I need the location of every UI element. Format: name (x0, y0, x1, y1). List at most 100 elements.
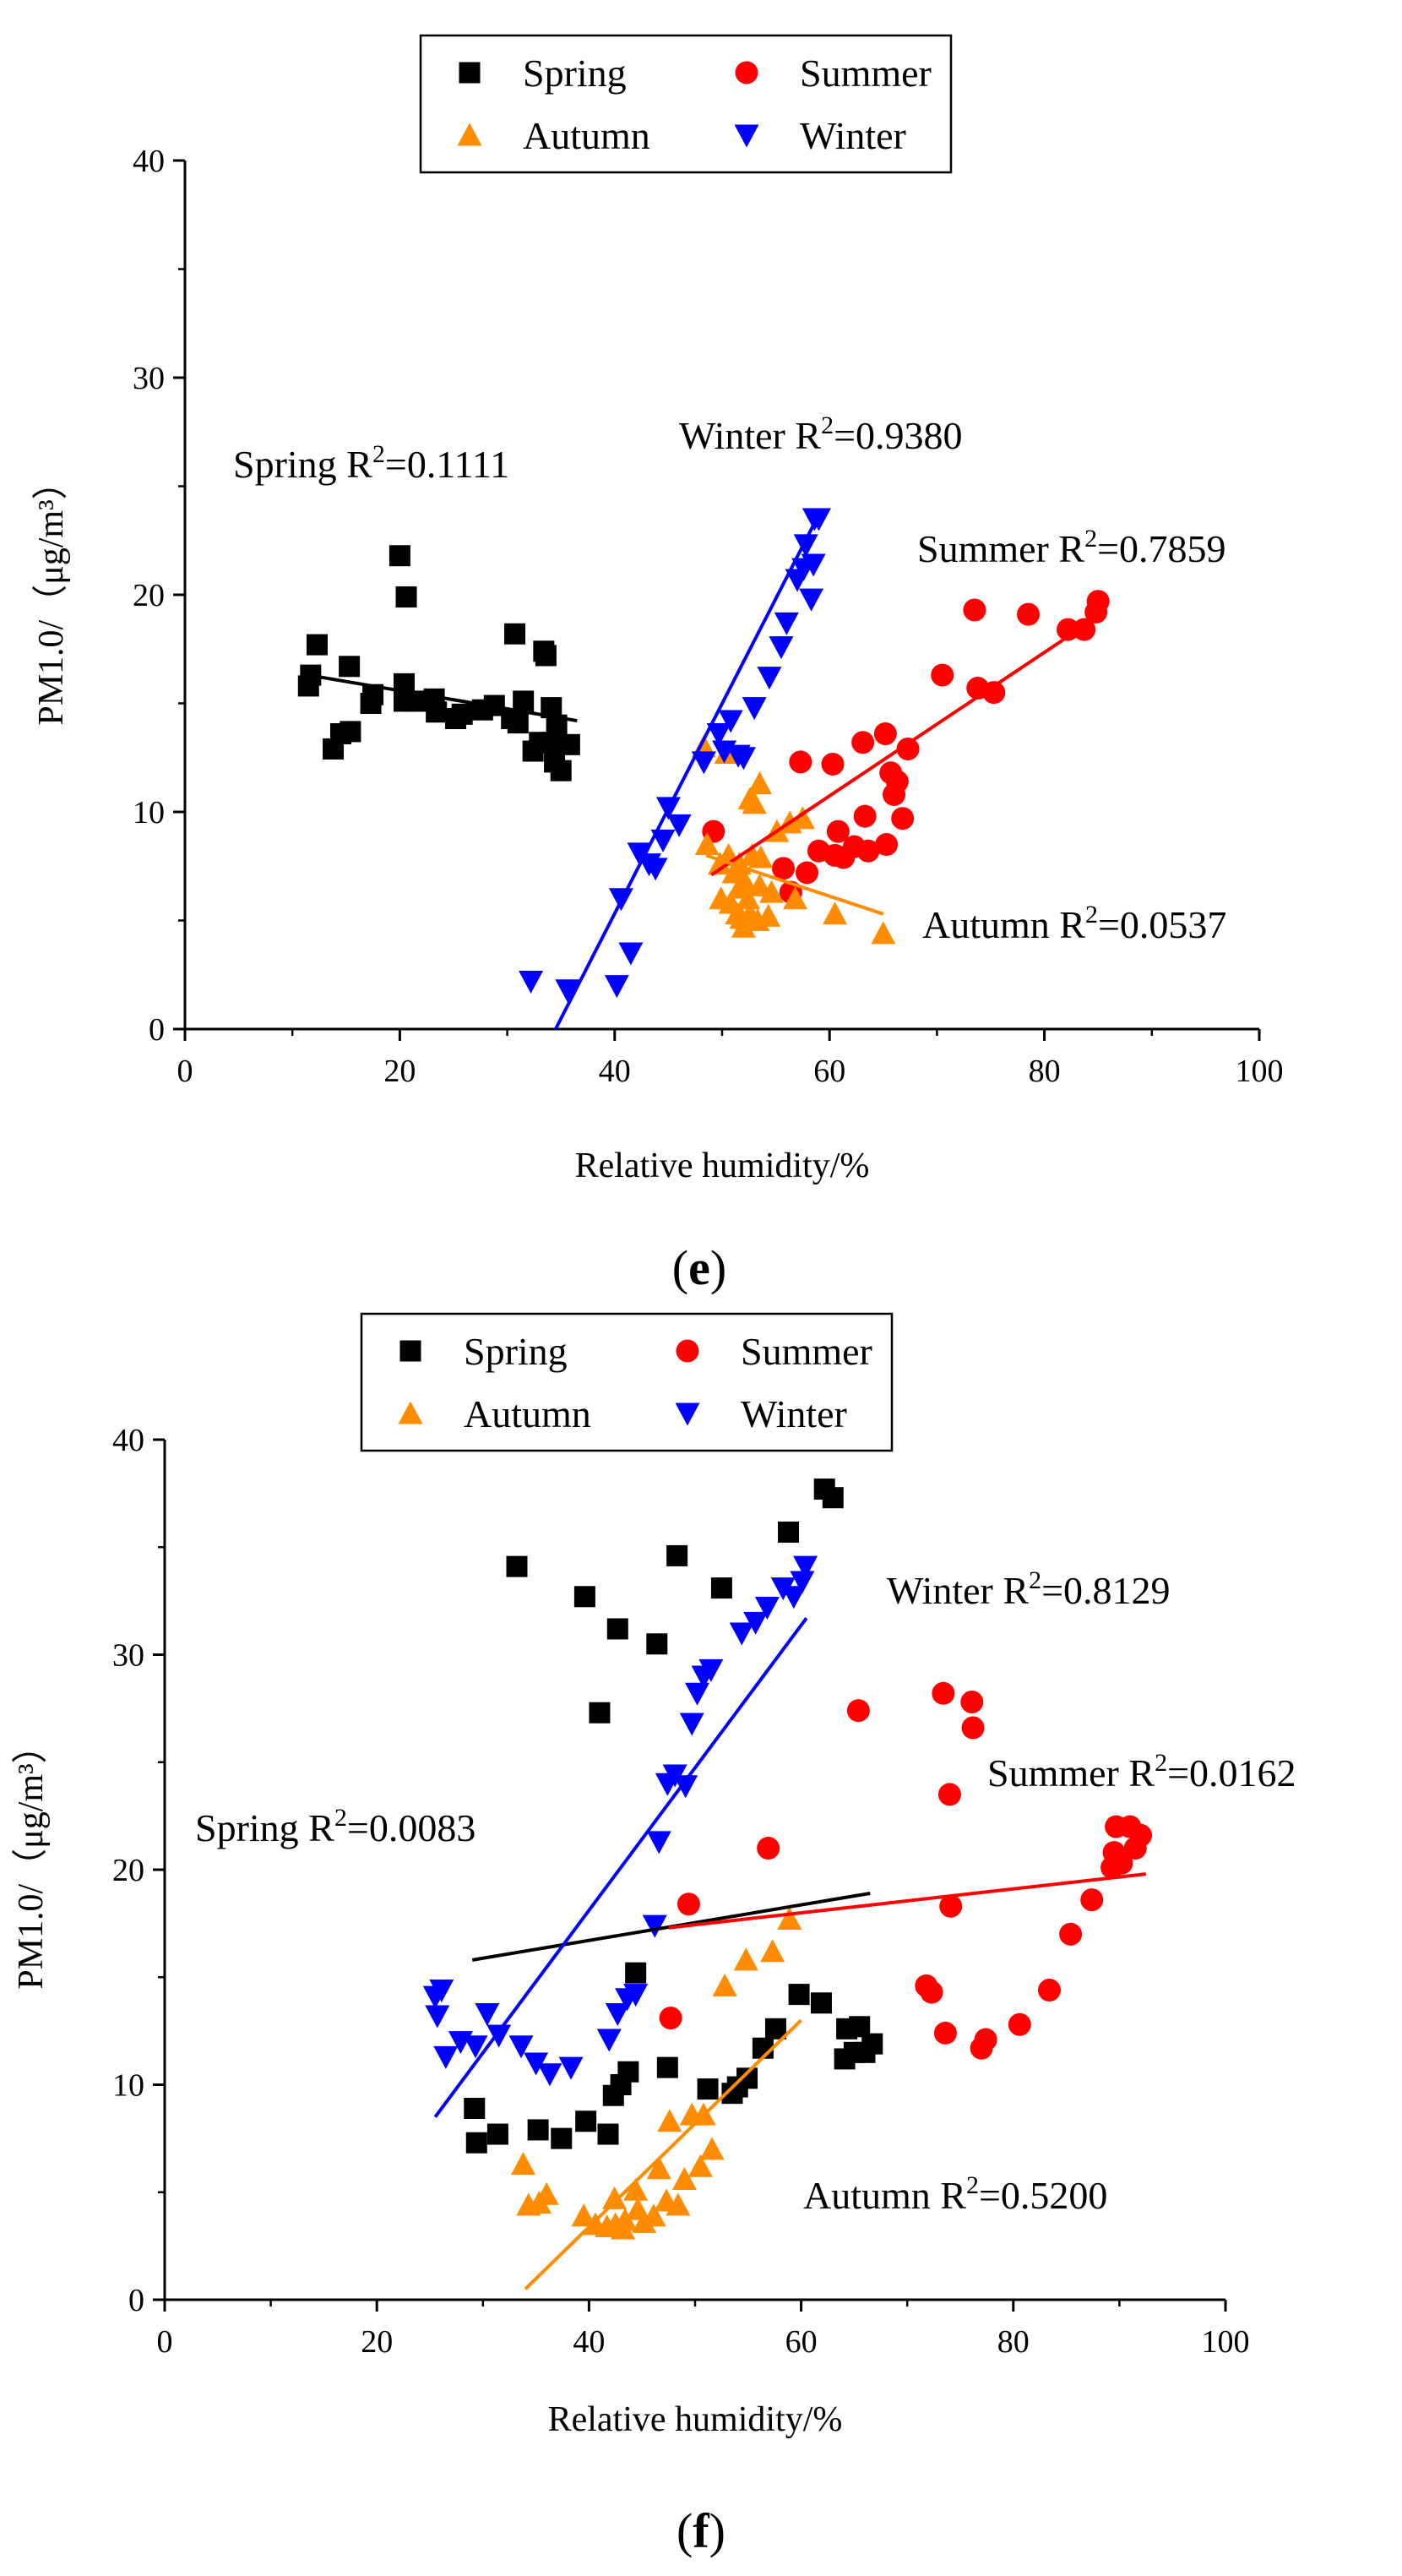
data-point-winter (650, 829, 676, 852)
data-point-summer (896, 737, 920, 760)
data-point-winter (781, 1586, 807, 1609)
data-point-summer (757, 1837, 780, 1860)
data-point-spring (527, 2119, 549, 2141)
data-point-winter (757, 667, 782, 690)
data-point-spring (550, 760, 572, 782)
data-point-spring (822, 1487, 844, 1509)
data-point-autumn (871, 921, 896, 945)
series-summer (659, 1681, 1153, 2060)
data-point-summer (1129, 1823, 1153, 1847)
legend-marker-winter (734, 124, 759, 148)
data-point-spring (451, 703, 473, 725)
data-point-autumn (760, 1939, 785, 1963)
data-point-autumn (534, 2181, 559, 2205)
data-point-winter (742, 697, 767, 721)
data-point-spring (507, 712, 529, 734)
y-tick-label: 40 (112, 1423, 144, 1458)
data-point-summer (853, 804, 877, 828)
legend-marker-winter (675, 1402, 700, 1426)
legend-label-winter: Winter (741, 1392, 847, 1435)
y-tick-label: 10 (112, 2068, 144, 2104)
data-point-autumn (736, 886, 761, 910)
x-tick-label: 0 (177, 1054, 193, 1089)
data-point-summer (891, 807, 915, 831)
r2-annotation-winter: Winter R2=0.9380 (679, 411, 963, 457)
data-point-summer (795, 861, 818, 885)
r2-annotation-spring: Spring R2=0.0083 (195, 1804, 475, 1849)
x-tick-label: 0 (157, 2324, 173, 2360)
data-point-autumn (699, 2137, 725, 2160)
data-point-winter (769, 636, 794, 660)
data-point-summer (974, 2028, 997, 2051)
data-point-autumn (623, 2177, 649, 2201)
y-tick-label: 30 (133, 361, 165, 396)
data-point-winter (679, 1713, 704, 1736)
data-point-summer (873, 722, 897, 745)
r2-annotation-spring: Spring R2=0.1111 (233, 440, 509, 486)
data-point-autumn (731, 914, 756, 938)
fit-line-spring (307, 673, 578, 723)
data-point-autumn (687, 2154, 713, 2177)
data-point-autumn (602, 2186, 628, 2209)
data-point-winter (673, 1775, 698, 1799)
data-point-summer (1008, 2012, 1031, 2036)
data-point-winter (623, 1984, 649, 2007)
data-point-winter (558, 2056, 584, 2080)
series-spring (464, 1479, 883, 2154)
x-tick-label: 40 (573, 2324, 605, 2360)
data-point-summer (856, 839, 880, 863)
data-point-autumn (666, 2192, 691, 2216)
data-point-autumn (748, 845, 774, 869)
data-point-winter (618, 942, 644, 966)
data-point-winter (463, 2035, 488, 2059)
chart-panel-f: 0 20 40 60 80 100 0 10 20 30 40 Relative humidity/%… (12, 1312, 1296, 2558)
x-tick-label: 80 (1029, 1054, 1061, 1089)
data-point-summer (931, 663, 954, 687)
data-point-autumn (790, 806, 815, 830)
x-tick-label: 100 (1202, 2324, 1250, 2360)
fit-line-autumn (524, 2018, 802, 2290)
data-point-spring (465, 2132, 487, 2154)
x-axis-label: Relative humidity/% (575, 1146, 870, 1185)
y-tick-label: 30 (112, 1638, 144, 1674)
data-point-summer (1059, 1922, 1083, 1946)
data-point-spring (535, 645, 557, 667)
x-axis-label: Relative humidity/% (548, 2400, 843, 2439)
legend-marker-autumn (457, 123, 482, 146)
data-point-summer (982, 681, 1006, 705)
data-point-spring (710, 1577, 732, 1599)
data-point-summer (875, 833, 899, 857)
y-tick-label: 40 (133, 144, 165, 179)
data-point-winter (425, 2005, 450, 2029)
data-point-spring (666, 1544, 688, 1566)
data-point-winter (743, 1611, 769, 1635)
data-point-winter (604, 975, 629, 999)
data-point-winter (706, 722, 731, 746)
axes: 0 20 40 60 80 100 0 10 20 30 40 (112, 1423, 1250, 2360)
legend-box (360, 1312, 894, 1452)
data-point-autumn (733, 1947, 758, 1971)
data-point-winter (429, 1980, 454, 2003)
axes: 0 20 40 60 80 100 0 10 20 30 40 (133, 144, 1284, 1089)
data-point-spring (306, 634, 328, 656)
legend-label-autumn: Autumn (523, 114, 650, 157)
data-point-spring (617, 2061, 639, 2083)
data-point-autumn (646, 2156, 671, 2180)
data-point-winter (685, 1682, 710, 1706)
data-point-winter (643, 858, 668, 881)
data-point-spring (506, 1555, 528, 1577)
legend-marker-spring (399, 1340, 421, 1362)
data-point-autumn (782, 886, 807, 910)
data-point-summer (1057, 618, 1080, 641)
data-point-summer (1038, 1979, 1062, 2002)
r2-annotation-summer: Summer R2=0.7859 (917, 525, 1226, 570)
data-point-winter (806, 508, 831, 531)
data-point-spring (551, 2127, 573, 2149)
x-tick-label: 80 (997, 2324, 1030, 2360)
r2-annotation-autumn: Autumn R2=0.0537 (922, 901, 1226, 946)
data-point-autumn (511, 2152, 536, 2176)
y-tick-label: 20 (112, 1853, 144, 1888)
data-point-summer (933, 2021, 957, 2045)
r2-annotation-winter: Winter R2=0.8129 (887, 1566, 1171, 1612)
